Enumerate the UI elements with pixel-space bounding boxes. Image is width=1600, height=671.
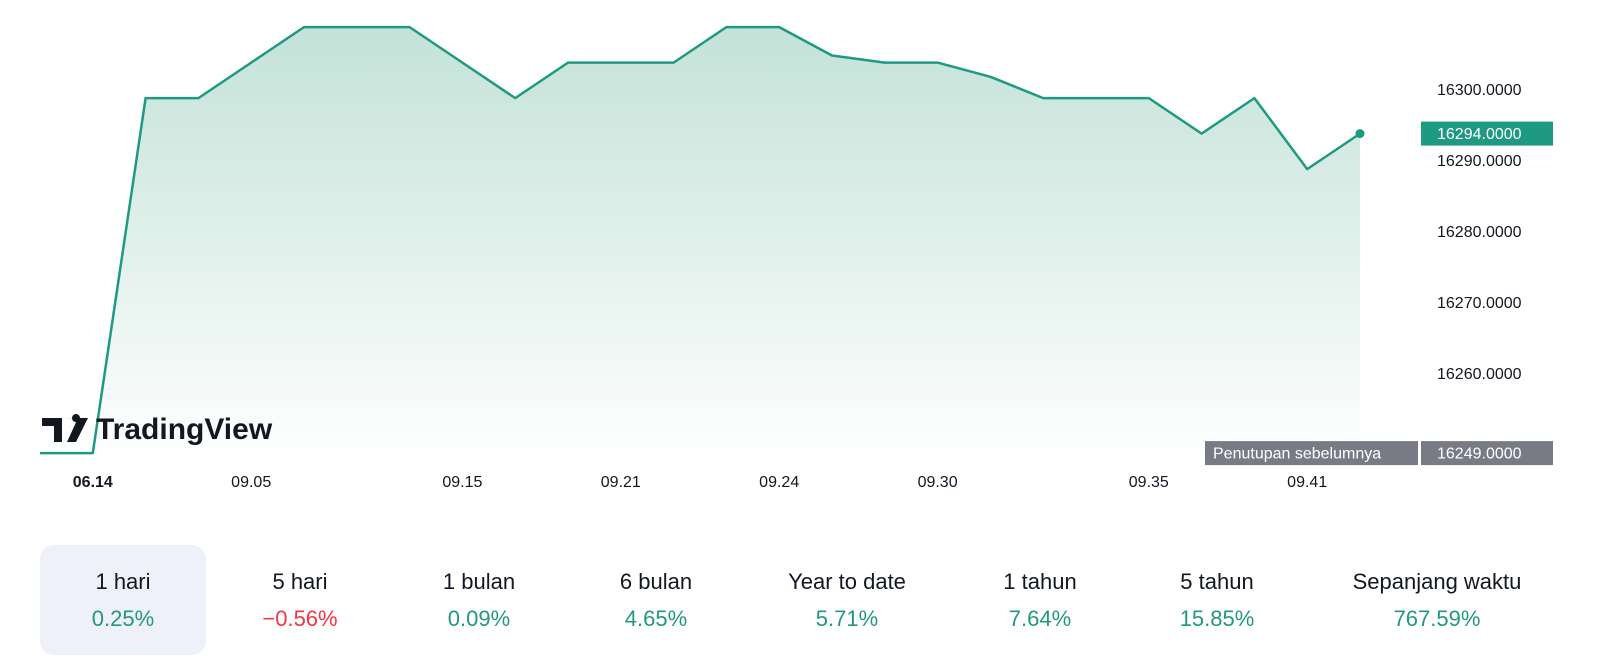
price-line [40, 25, 1361, 455]
period-change: 767.59% [1394, 606, 1481, 631]
previous-close-name: Penutupan sebelumnya [1213, 445, 1381, 462]
previous-close-name-bg [1205, 441, 1418, 466]
period-change: 4.65% [625, 606, 687, 631]
y-tick-label: 16260.0000 [1437, 366, 1522, 383]
x-tick-label: 09.41 [1287, 474, 1327, 491]
period-change: −0.56% [262, 606, 337, 631]
x-tick-label: 09.35 [1129, 474, 1169, 491]
x-tick-label: 09.30 [918, 474, 958, 491]
period-label: 1 hari [95, 569, 150, 594]
period-label: Year to date [788, 569, 906, 594]
period-change: 0.09% [448, 606, 510, 631]
period-tab[interactable]: 6 bulan 4.65% [620, 569, 692, 631]
last-point [1355, 129, 1365, 139]
logo-icon [42, 414, 88, 442]
period-tab[interactable]: 1 hari 0.25% [40, 545, 206, 655]
logo-text: TradingView [96, 413, 273, 446]
period-change: 0.25% [92, 606, 154, 631]
y-tick-label: 16300.0000 [1437, 82, 1522, 99]
area-fill [40, 27, 1360, 461]
x-tick-label: 06.14 [73, 474, 113, 491]
previous-close-badge [1421, 441, 1553, 466]
logo: TradingView [42, 413, 273, 446]
period-tab[interactable]: Year to date 5.71% [788, 569, 906, 631]
x-tick-label: 09.05 [231, 474, 271, 491]
period-label: 5 hari [272, 569, 327, 594]
x-tick-label: 09.15 [442, 474, 482, 491]
period-tab[interactable]: 5 hari −0.56% [262, 569, 337, 631]
y-tick-label: 16280.0000 [1437, 224, 1522, 241]
period-tab[interactable]: Sepanjang waktu 767.59% [1353, 569, 1522, 631]
period-change: 15.85% [1180, 606, 1255, 631]
plot: 16260.0000 16270.0000 16280.0000 16290.0000… [40, 25, 1553, 491]
period-label: 1 bulan [443, 569, 515, 594]
period-label: Sepanjang waktu [1353, 569, 1522, 594]
period-change: 7.64% [1009, 606, 1071, 631]
period-tab[interactable]: 1 tahun 7.64% [1003, 569, 1076, 631]
period-change: 5.71% [816, 606, 878, 631]
period-label: 5 tahun [1180, 569, 1253, 594]
x-tick-label: 09.24 [759, 474, 799, 491]
period-selected-bg [40, 545, 206, 655]
x-tick-label: 09.21 [601, 474, 641, 491]
period-label: 6 bulan [620, 569, 692, 594]
last-price-label: 16294.0000 [1437, 126, 1522, 143]
y-tick-label: 16290.0000 [1437, 153, 1522, 170]
period-tab[interactable]: 1 bulan 0.09% [443, 569, 515, 631]
last-price-badge [1421, 121, 1553, 146]
period-label: 1 tahun [1003, 569, 1076, 594]
period-tab[interactable]: 5 tahun 15.85% [1180, 569, 1255, 631]
previous-close-label: 16249.0000 [1437, 445, 1522, 462]
y-tick-label: 16270.0000 [1437, 295, 1522, 312]
